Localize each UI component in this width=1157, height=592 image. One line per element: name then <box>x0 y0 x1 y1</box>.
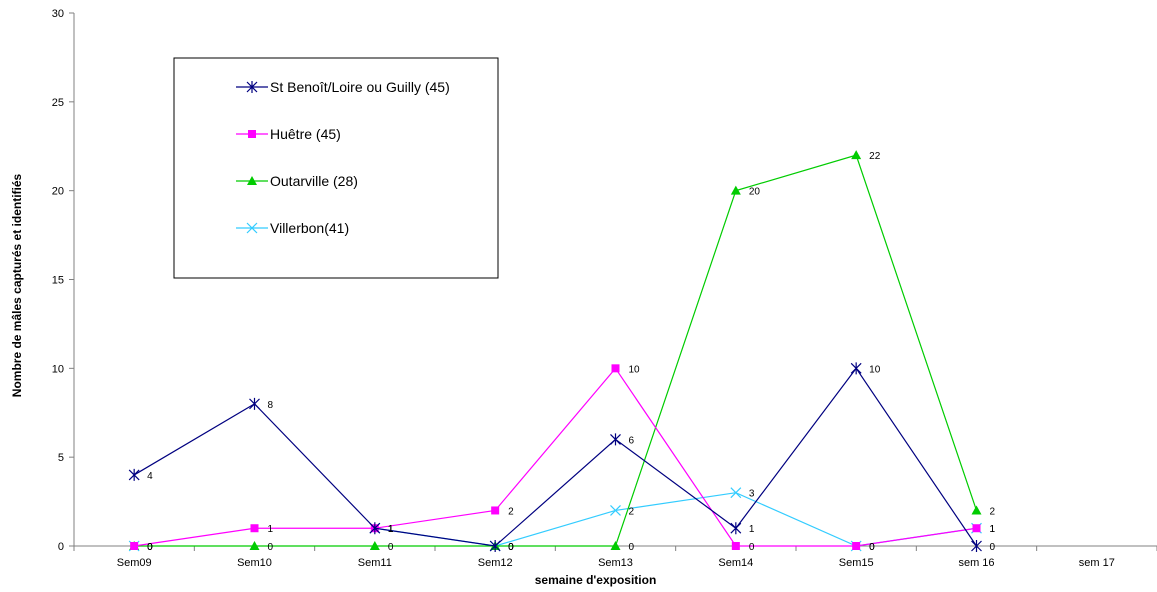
x-tick-label: Sem09 <box>117 557 152 569</box>
data-point <box>369 541 380 550</box>
series-line <box>134 367 977 547</box>
data-label: 1 <box>990 524 996 535</box>
series-x <box>128 487 982 552</box>
data-label: 1 <box>388 524 394 535</box>
series-line <box>134 154 978 547</box>
legend: St Benoît/Loire ou Guilly (45) Huêtre (45… <box>173 57 499 279</box>
data-label: 1 <box>990 524 996 535</box>
series-line <box>374 492 977 547</box>
data-label: 0 <box>388 542 394 553</box>
legend-box <box>173 57 499 279</box>
x-tick-label: Sem11 <box>358 557 392 569</box>
data-point <box>850 362 862 375</box>
data-label: 1 <box>268 524 274 535</box>
data-label: 2 <box>990 506 996 517</box>
data-point <box>249 541 260 550</box>
data-point <box>369 522 381 535</box>
data-label: 0 <box>869 542 875 553</box>
data-label: 6 <box>629 435 635 446</box>
data-label: 0 <box>508 542 514 553</box>
y-tick-label: 5 <box>58 452 64 464</box>
data-point <box>128 468 140 481</box>
x-tick-label: Sem14 <box>718 557 753 569</box>
series-square <box>130 364 981 550</box>
data-label: 0 <box>869 542 875 553</box>
legend-marker <box>246 222 258 234</box>
data-label: 4 <box>147 471 153 482</box>
data-label: 0 <box>147 542 153 553</box>
y-tick-label: 30 <box>52 8 64 20</box>
data-point <box>610 505 621 516</box>
y-tick-label: 25 <box>52 97 64 109</box>
legend-label: St Benoît/Loire ou Guilly (45) <box>270 79 450 95</box>
data-label: 0 <box>749 542 755 553</box>
data-label: 1 <box>388 524 394 535</box>
data-point <box>972 524 981 533</box>
data-label: 10 <box>869 364 881 375</box>
legend-label: Huêtre (45) <box>270 126 341 142</box>
data-point <box>971 505 982 515</box>
data-point <box>249 397 260 410</box>
x-tick-label: Sem15 <box>839 557 874 569</box>
data-label: 0 <box>268 542 274 553</box>
x-tick-label: Sem13 <box>598 557 633 569</box>
y-tick-label: 0 <box>58 541 64 553</box>
data-label: 8 <box>268 400 274 411</box>
data-point <box>611 364 620 373</box>
data-label: 0 <box>990 542 996 553</box>
legend-marker <box>246 81 258 93</box>
data-label: 1 <box>388 524 394 535</box>
data-label: 0 <box>629 542 635 553</box>
x-tick-label: sem 16 <box>958 557 994 569</box>
data-point <box>130 542 139 550</box>
data-label: 3 <box>749 489 755 500</box>
data-point <box>852 542 861 550</box>
y-axis-title: Nombre de mâles capturés et identifiés <box>10 173 24 397</box>
data-label: 0 <box>508 542 514 553</box>
data-label: 1 <box>749 524 755 535</box>
legend-label: Outarville (28) <box>270 173 358 189</box>
data-point <box>610 433 621 446</box>
x-axis-title: semaine d'exposition <box>535 573 657 587</box>
data-point <box>851 150 862 160</box>
data-point <box>491 506 500 515</box>
data-label: 10 <box>629 364 641 375</box>
x-tick-label: sem 17 <box>1079 557 1115 569</box>
data-label: 20 <box>749 187 761 198</box>
data-point <box>250 524 259 533</box>
y-tick-label: 15 <box>52 275 64 287</box>
x-tick-label: Sem12 <box>478 557 513 569</box>
data-point <box>971 540 982 552</box>
legend-marker <box>247 176 257 185</box>
data-label: 22 <box>869 151 881 162</box>
data-point <box>610 541 621 550</box>
series-lines <box>128 150 982 552</box>
series-asterisk <box>128 362 982 552</box>
data-point <box>489 540 501 552</box>
data-point <box>731 542 740 550</box>
legend-marker <box>248 130 256 138</box>
data-point <box>730 185 741 195</box>
legend-label: Villerbon(41) <box>270 220 349 236</box>
y-tick-label: 20 <box>52 186 64 198</box>
data-label: 2 <box>508 506 514 517</box>
data-point <box>730 487 742 499</box>
y-tick-label: 10 <box>52 363 64 375</box>
data-point <box>730 522 742 535</box>
data-label: 0 <box>147 542 153 553</box>
data-label: 2 <box>629 506 635 517</box>
x-tick-label: Sem10 <box>237 557 272 569</box>
data-label: 0 <box>508 542 514 553</box>
data-label: 0 <box>147 542 153 553</box>
series-line <box>133 367 977 547</box>
